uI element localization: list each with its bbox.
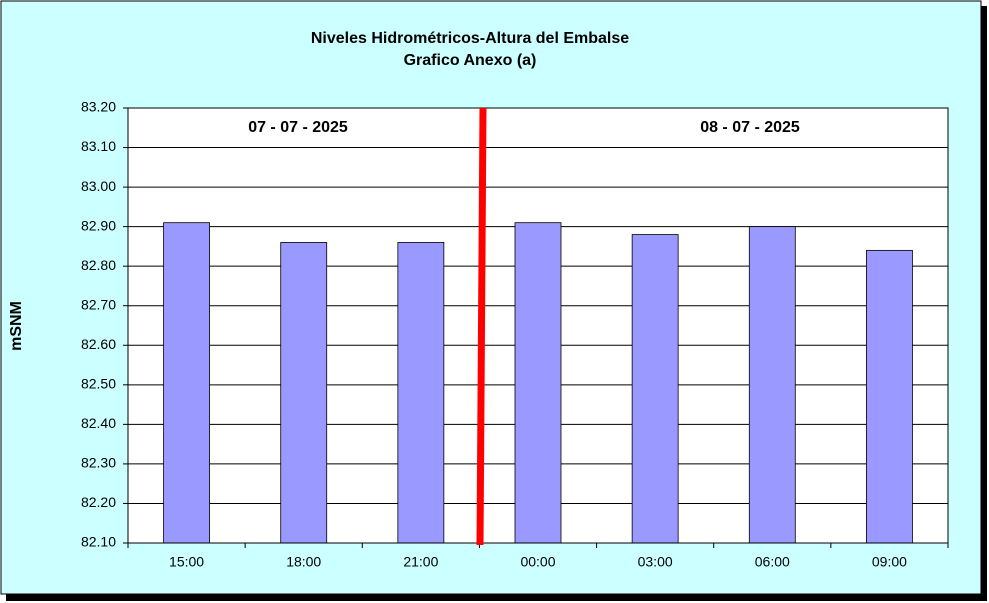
plot-border <box>127 107 949 544</box>
x-tick-label: 09:00 <box>872 554 907 570</box>
y-tick-label: 82.90 <box>81 217 116 233</box>
x-tick-label: 15:00 <box>169 554 204 570</box>
bar <box>514 222 562 544</box>
y-tick-label: 83.10 <box>81 138 116 154</box>
y-tick-label: 82.80 <box>81 257 116 273</box>
x-tick-label: 00:00 <box>520 554 555 570</box>
y-tick-label: 82.10 <box>81 534 116 550</box>
x-tick-label: 03:00 <box>638 554 673 570</box>
chart-subtitle: Grafico Anexo (a) <box>404 52 537 69</box>
bar <box>748 226 796 544</box>
day-divider <box>476 107 487 546</box>
chart-title: Niveles Hidrométricos-Altura del Embalse <box>311 30 629 47</box>
y-tick-label: 83.20 <box>81 99 116 115</box>
bar <box>280 242 328 544</box>
bar <box>163 222 210 544</box>
annotation: 08 - 07 - 2025 <box>700 119 800 136</box>
y-tick-label: 82.40 <box>81 415 116 431</box>
bar <box>631 234 679 544</box>
x-tick-label: 06:00 <box>755 554 790 570</box>
y-tick-label: 82.50 <box>81 376 116 392</box>
y-tick-label: 82.20 <box>81 494 116 510</box>
bar <box>397 242 445 544</box>
marks: 82.10 82.20 82.30 82.40 82.50 82.60 82.70 82.80… <box>81 99 949 570</box>
x-tick-label: 21:00 <box>403 554 438 570</box>
x-tick-label: 18:00 <box>286 554 321 570</box>
y-tick-label: 82.70 <box>81 296 116 312</box>
bar <box>866 249 913 544</box>
annotation: 07 - 07 - 2025 <box>248 119 348 136</box>
y-axis-label: mSNM <box>8 301 25 351</box>
y-tick-label: 82.60 <box>81 336 116 352</box>
y-tick-label: 83.00 <box>81 178 116 194</box>
y-tick-label: 82.30 <box>81 455 116 471</box>
